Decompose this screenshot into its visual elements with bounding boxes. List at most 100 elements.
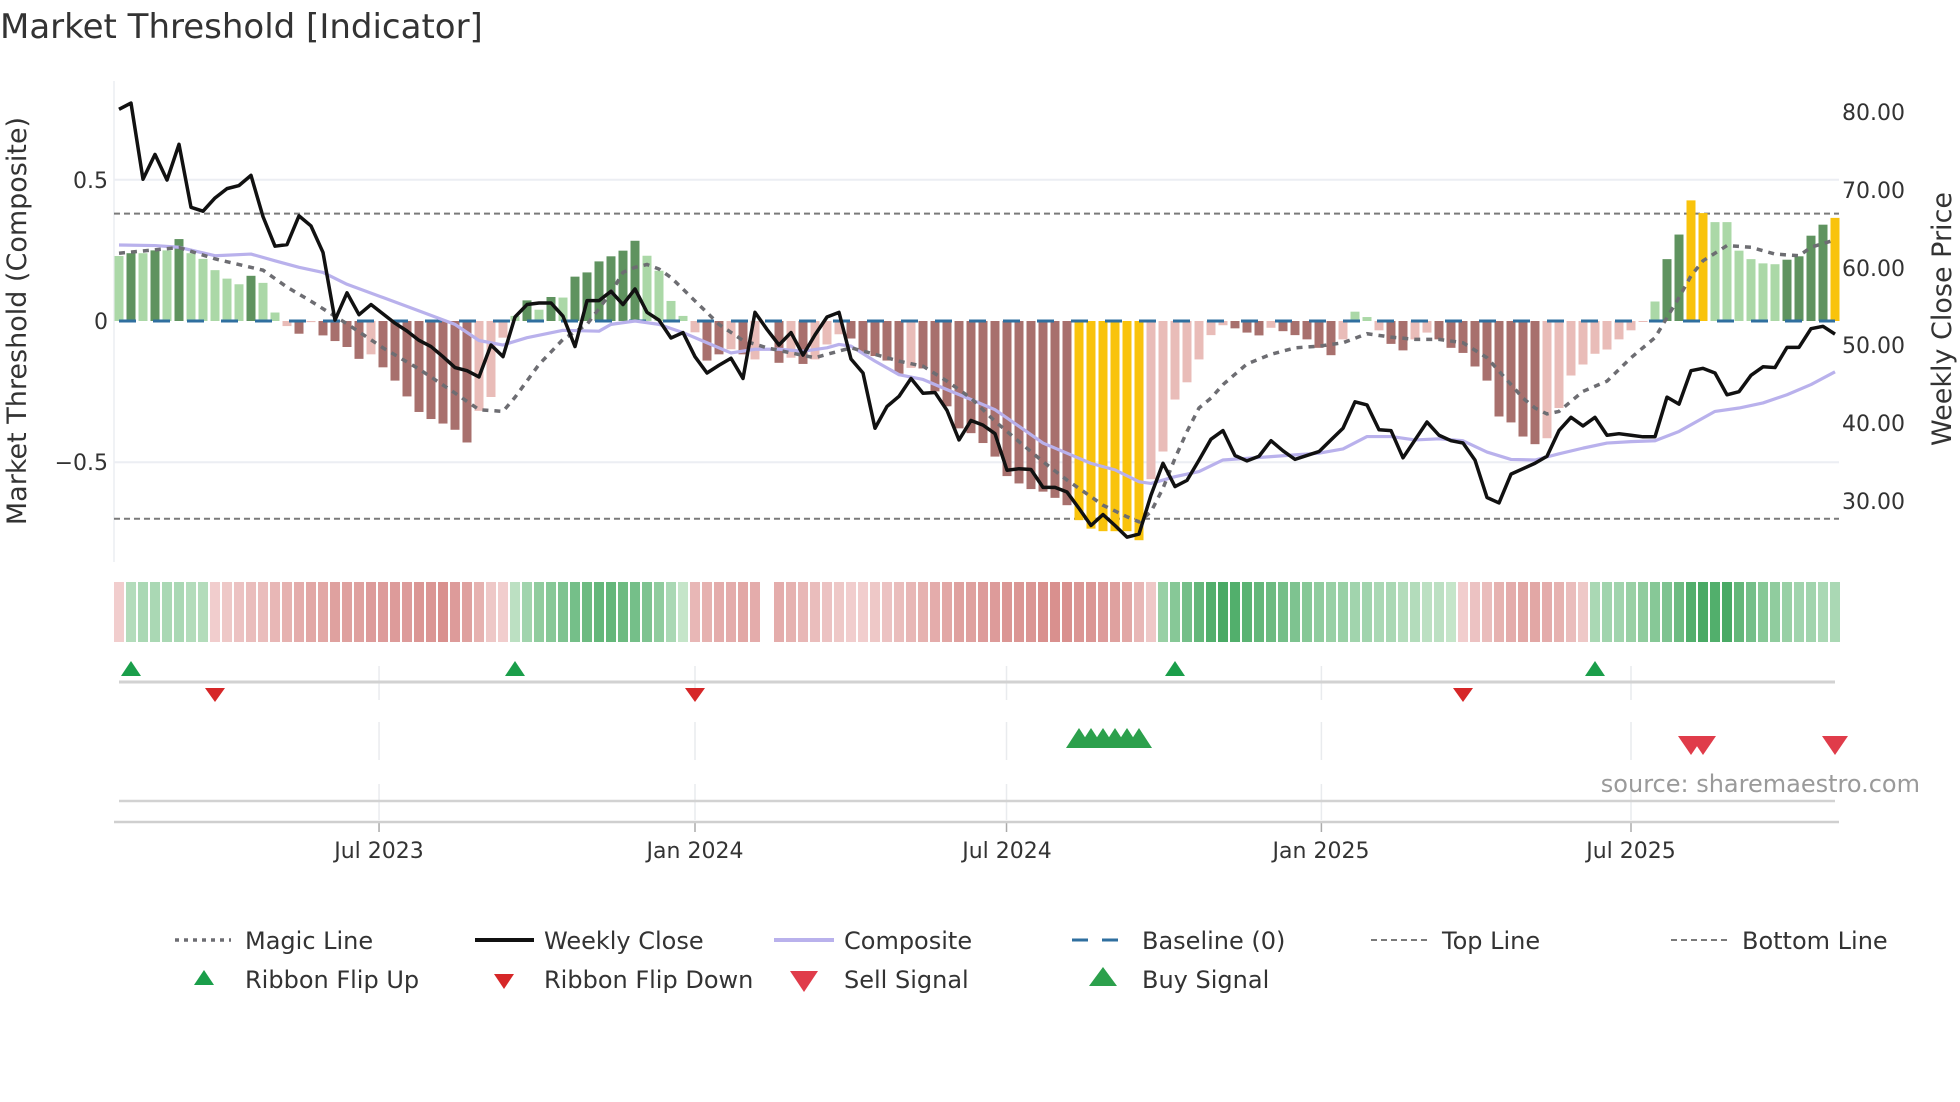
ribbon-flip-down-marker — [685, 688, 705, 702]
composite-bar — [1290, 321, 1300, 336]
ribbon-cell — [150, 582, 160, 642]
y2-tick-label: 70.00 — [1842, 179, 1905, 204]
composite-bar — [990, 321, 1000, 457]
composite-bar — [1830, 217, 1840, 321]
legend-item-baseline[interactable]: Baseline (0) — [1072, 927, 1285, 955]
ribbon-cell — [1158, 582, 1168, 642]
composite-bar — [1470, 321, 1480, 367]
magic-line — [118, 238, 1836, 524]
ribbon-cell — [1578, 582, 1588, 642]
sell-signal-marker — [1690, 736, 1716, 755]
ribbon-cell — [1506, 582, 1516, 642]
composite-bar — [498, 321, 508, 338]
composite-bar — [1782, 259, 1792, 321]
composite-bar — [798, 321, 808, 364]
composite-bar — [1758, 263, 1768, 321]
ribbon-cell — [1746, 582, 1756, 642]
ribbon-cell — [1674, 582, 1684, 642]
ribbon-cell — [1110, 582, 1120, 642]
composite-bar — [1770, 264, 1780, 321]
ribbon-cell — [594, 582, 604, 642]
ribbon-flip-up-marker — [1165, 661, 1185, 676]
composite-bar — [1686, 200, 1696, 321]
ribbon-cell — [1242, 582, 1252, 642]
ribbon-cell — [1734, 582, 1744, 642]
ribbon-cell — [894, 582, 904, 642]
ribbon-cell — [1806, 582, 1816, 642]
ribbon-flip-up-marker — [505, 661, 525, 676]
ribbon-cell — [198, 582, 208, 642]
composite-bar — [1554, 321, 1564, 409]
composite-bar — [1026, 321, 1036, 490]
legend-label: Ribbon Flip Down — [544, 966, 753, 994]
ribbon-cell — [498, 582, 508, 642]
ribbon-cell — [1134, 582, 1144, 642]
ribbon-cell — [270, 582, 280, 642]
x-tick-label: Jul 2024 — [960, 839, 1052, 864]
ribbon-cell — [846, 582, 856, 642]
ribbon-cell — [1482, 582, 1492, 642]
legend-item-sell-signal[interactable]: Sell Signal — [790, 966, 969, 994]
legend-item-composite[interactable]: Composite — [774, 927, 972, 955]
legend-item-weekly-close[interactable]: Weekly Close — [475, 927, 704, 955]
composite-bar — [894, 321, 904, 374]
ribbon-cell — [1434, 582, 1444, 642]
ribbon-cell — [1362, 582, 1372, 642]
legend-item-top-line[interactable]: Top Line — [1371, 927, 1540, 955]
legend-item-ribbon-flip-up[interactable]: Ribbon Flip Up — [194, 966, 419, 994]
legend-item-ribbon-flip-down[interactable]: Ribbon Flip Down — [494, 966, 753, 994]
ribbon-cell — [354, 582, 364, 642]
composite-bar — [1458, 321, 1468, 353]
ribbon-cell — [282, 582, 292, 642]
ribbon-cell — [1086, 582, 1096, 642]
ribbon-cell — [1542, 582, 1552, 642]
composite-bar — [630, 240, 640, 321]
sell-signal-marker — [1822, 736, 1848, 755]
ribbon-cell — [414, 582, 424, 642]
ribbon-cell — [1698, 582, 1708, 642]
ribbon-cell — [1038, 582, 1048, 642]
ribbon-cell — [582, 582, 592, 642]
composite-bar — [414, 321, 424, 412]
ribbon-flip-down-marker — [205, 688, 225, 702]
ribbon-cell — [954, 582, 964, 642]
composite-bar — [606, 256, 616, 321]
ribbon-cell — [1338, 582, 1348, 642]
legend-label: Baseline (0) — [1142, 927, 1285, 955]
composite-bar — [246, 275, 256, 321]
ribbon-cell — [1206, 582, 1216, 642]
ribbon-cell — [162, 582, 172, 642]
composite-bar — [654, 270, 664, 321]
composite-bar — [750, 321, 760, 360]
ribbon-cell — [366, 582, 376, 642]
ribbon-cell — [258, 582, 268, 642]
ribbon-cell — [1098, 582, 1108, 642]
y2-tick-label: 30.00 — [1842, 490, 1905, 515]
composite-bar — [1806, 235, 1816, 321]
composite-bar — [846, 321, 856, 339]
composite-bar — [1650, 301, 1660, 321]
ribbon-cell — [1326, 582, 1336, 642]
ribbon-cell — [1722, 582, 1732, 642]
triangle-down-icon — [494, 974, 514, 989]
legend-item-magic-line[interactable]: Magic Line — [175, 927, 373, 955]
ribbon-cell — [1830, 582, 1840, 642]
chart-title: Market Threshold [Indicator] — [0, 7, 483, 47]
composite-bar — [174, 239, 184, 321]
composite-bar — [1314, 321, 1324, 348]
composite-bar — [330, 321, 340, 342]
composite-bar — [1338, 321, 1348, 340]
composite-bar — [1110, 321, 1120, 532]
ribbon-cell — [966, 582, 976, 642]
composite-bar — [1662, 259, 1672, 321]
composite-bar — [1074, 321, 1084, 521]
composite-bar — [306, 321, 316, 323]
ribbon-cell — [1026, 582, 1036, 642]
ribbon-cell — [738, 582, 748, 642]
legend-item-bottom-line[interactable]: Bottom Line — [1671, 927, 1888, 955]
y2-tick-label: 60.00 — [1842, 257, 1905, 282]
composite-bar — [726, 321, 736, 350]
legend-item-buy-signal[interactable]: Buy Signal — [1089, 966, 1269, 994]
ribbon-cell — [786, 582, 796, 642]
